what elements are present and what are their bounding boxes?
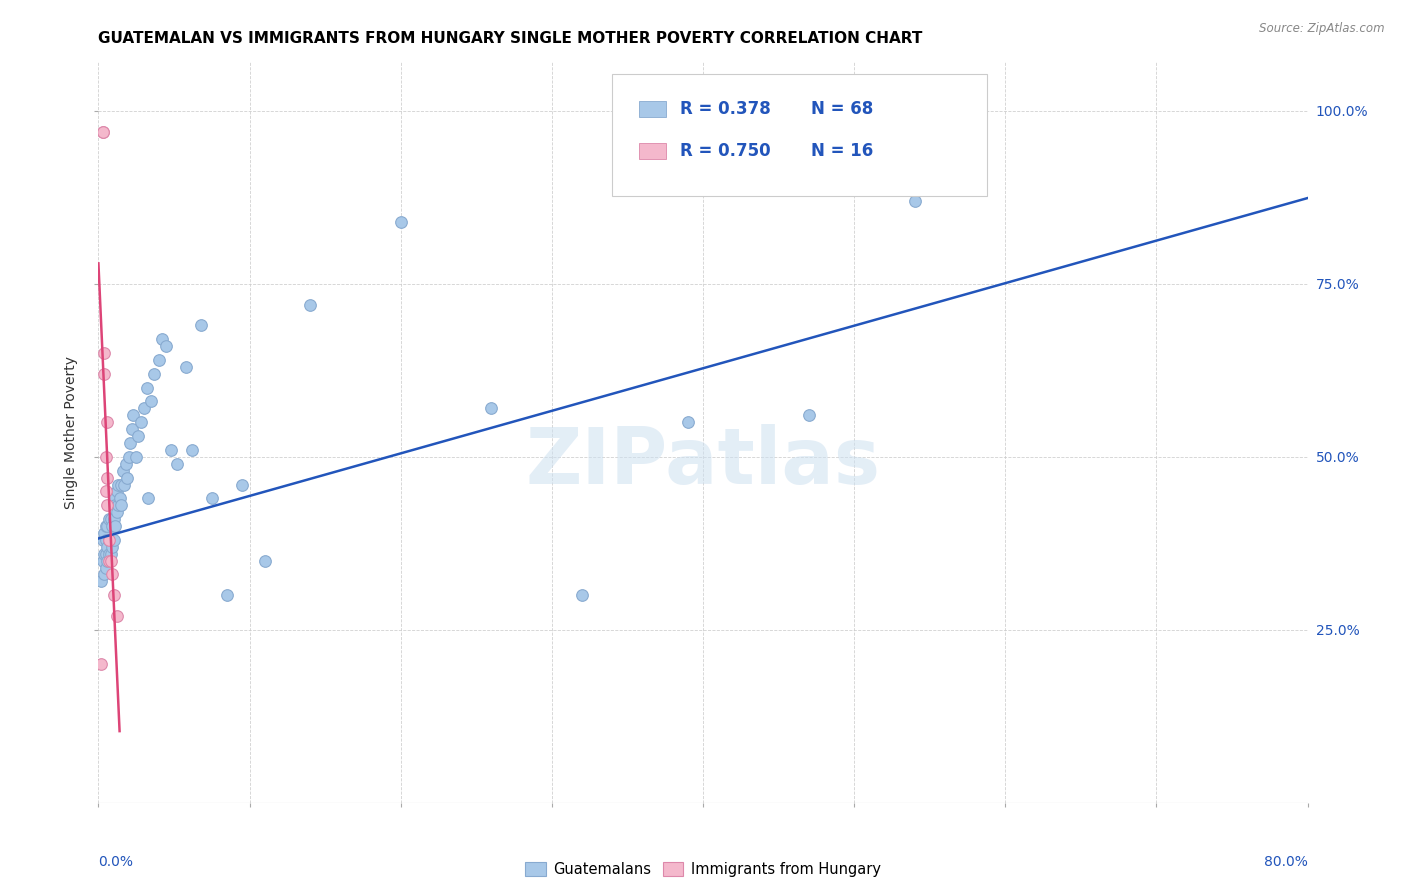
Text: R = 0.378: R = 0.378 bbox=[681, 100, 770, 118]
Point bbox=[100, 554, 122, 568]
Point bbox=[181, 442, 204, 457]
Point bbox=[91, 554, 114, 568]
Point bbox=[104, 498, 127, 512]
Point bbox=[96, 554, 118, 568]
Point bbox=[90, 574, 112, 589]
Point bbox=[98, 533, 121, 547]
Point bbox=[111, 464, 134, 478]
Point bbox=[127, 429, 149, 443]
Point bbox=[118, 450, 141, 464]
Point bbox=[105, 484, 128, 499]
Legend: Guatemalans, Immigrants from Hungary: Guatemalans, Immigrants from Hungary bbox=[526, 862, 880, 877]
Point bbox=[107, 477, 129, 491]
Text: R = 0.750: R = 0.750 bbox=[681, 143, 770, 161]
Text: GUATEMALAN VS IMMIGRANTS FROM HUNGARY SINGLE MOTHER POVERTY CORRELATION CHART: GUATEMALAN VS IMMIGRANTS FROM HUNGARY SI… bbox=[98, 31, 922, 46]
FancyBboxPatch shape bbox=[613, 73, 987, 195]
Point bbox=[107, 498, 129, 512]
Point bbox=[98, 547, 121, 561]
Point bbox=[110, 498, 132, 512]
Point bbox=[91, 125, 114, 139]
Point bbox=[100, 547, 122, 561]
Point bbox=[96, 415, 118, 429]
Text: ZIPatlas: ZIPatlas bbox=[526, 425, 880, 500]
Point bbox=[96, 519, 118, 533]
Point bbox=[676, 415, 699, 429]
Point bbox=[101, 567, 124, 582]
Point bbox=[114, 457, 136, 471]
Point bbox=[150, 332, 173, 346]
Point bbox=[96, 498, 118, 512]
Point bbox=[135, 381, 157, 395]
Point bbox=[94, 484, 117, 499]
Point bbox=[190, 318, 212, 333]
Point bbox=[103, 491, 125, 506]
Point bbox=[166, 457, 188, 471]
Point bbox=[94, 547, 117, 561]
Point bbox=[148, 353, 170, 368]
Point bbox=[101, 540, 124, 554]
Point bbox=[103, 512, 125, 526]
Point bbox=[299, 297, 322, 311]
Point bbox=[215, 588, 238, 602]
Point bbox=[125, 450, 148, 464]
Text: N = 68: N = 68 bbox=[811, 100, 873, 118]
Point bbox=[143, 367, 166, 381]
Point bbox=[93, 547, 115, 561]
Point bbox=[253, 554, 276, 568]
Point bbox=[103, 533, 125, 547]
Point bbox=[94, 533, 117, 547]
Text: Source: ZipAtlas.com: Source: ZipAtlas.com bbox=[1260, 22, 1385, 36]
Point bbox=[90, 657, 112, 672]
Y-axis label: Single Mother Poverty: Single Mother Poverty bbox=[65, 356, 79, 509]
Point bbox=[136, 491, 159, 506]
Point bbox=[105, 609, 128, 624]
Point bbox=[160, 442, 183, 457]
Point bbox=[121, 422, 143, 436]
Point bbox=[93, 525, 115, 540]
Point bbox=[104, 519, 127, 533]
Point bbox=[105, 505, 128, 519]
Point bbox=[108, 491, 131, 506]
Point bbox=[94, 450, 117, 464]
Point bbox=[904, 194, 927, 208]
Point bbox=[94, 519, 117, 533]
Point bbox=[201, 491, 224, 506]
Point bbox=[120, 436, 142, 450]
Point bbox=[98, 554, 121, 568]
Text: 0.0%: 0.0% bbox=[98, 855, 134, 869]
Point bbox=[98, 512, 121, 526]
Point bbox=[571, 588, 593, 602]
Point bbox=[115, 470, 138, 484]
Point bbox=[141, 394, 163, 409]
Point bbox=[129, 415, 152, 429]
Point bbox=[93, 346, 115, 360]
Point bbox=[100, 533, 122, 547]
Point bbox=[174, 359, 197, 374]
Point bbox=[103, 588, 125, 602]
Point bbox=[110, 477, 132, 491]
Text: N = 16: N = 16 bbox=[811, 143, 873, 161]
Point bbox=[93, 567, 115, 582]
Point bbox=[98, 533, 121, 547]
Point bbox=[155, 339, 177, 353]
Point bbox=[96, 540, 118, 554]
Point bbox=[389, 214, 412, 228]
Bar bbox=[638, 101, 665, 117]
Point bbox=[231, 477, 253, 491]
Point bbox=[112, 477, 135, 491]
Point bbox=[100, 512, 122, 526]
Point bbox=[93, 367, 115, 381]
Text: 80.0%: 80.0% bbox=[1264, 855, 1308, 869]
Point bbox=[94, 560, 117, 574]
Point bbox=[132, 401, 155, 416]
Point bbox=[122, 409, 145, 423]
Point bbox=[91, 533, 114, 547]
Point bbox=[797, 409, 820, 423]
Point bbox=[91, 125, 114, 139]
Point bbox=[481, 401, 503, 416]
Point bbox=[96, 470, 118, 484]
Bar bbox=[638, 143, 665, 160]
Point bbox=[101, 519, 124, 533]
